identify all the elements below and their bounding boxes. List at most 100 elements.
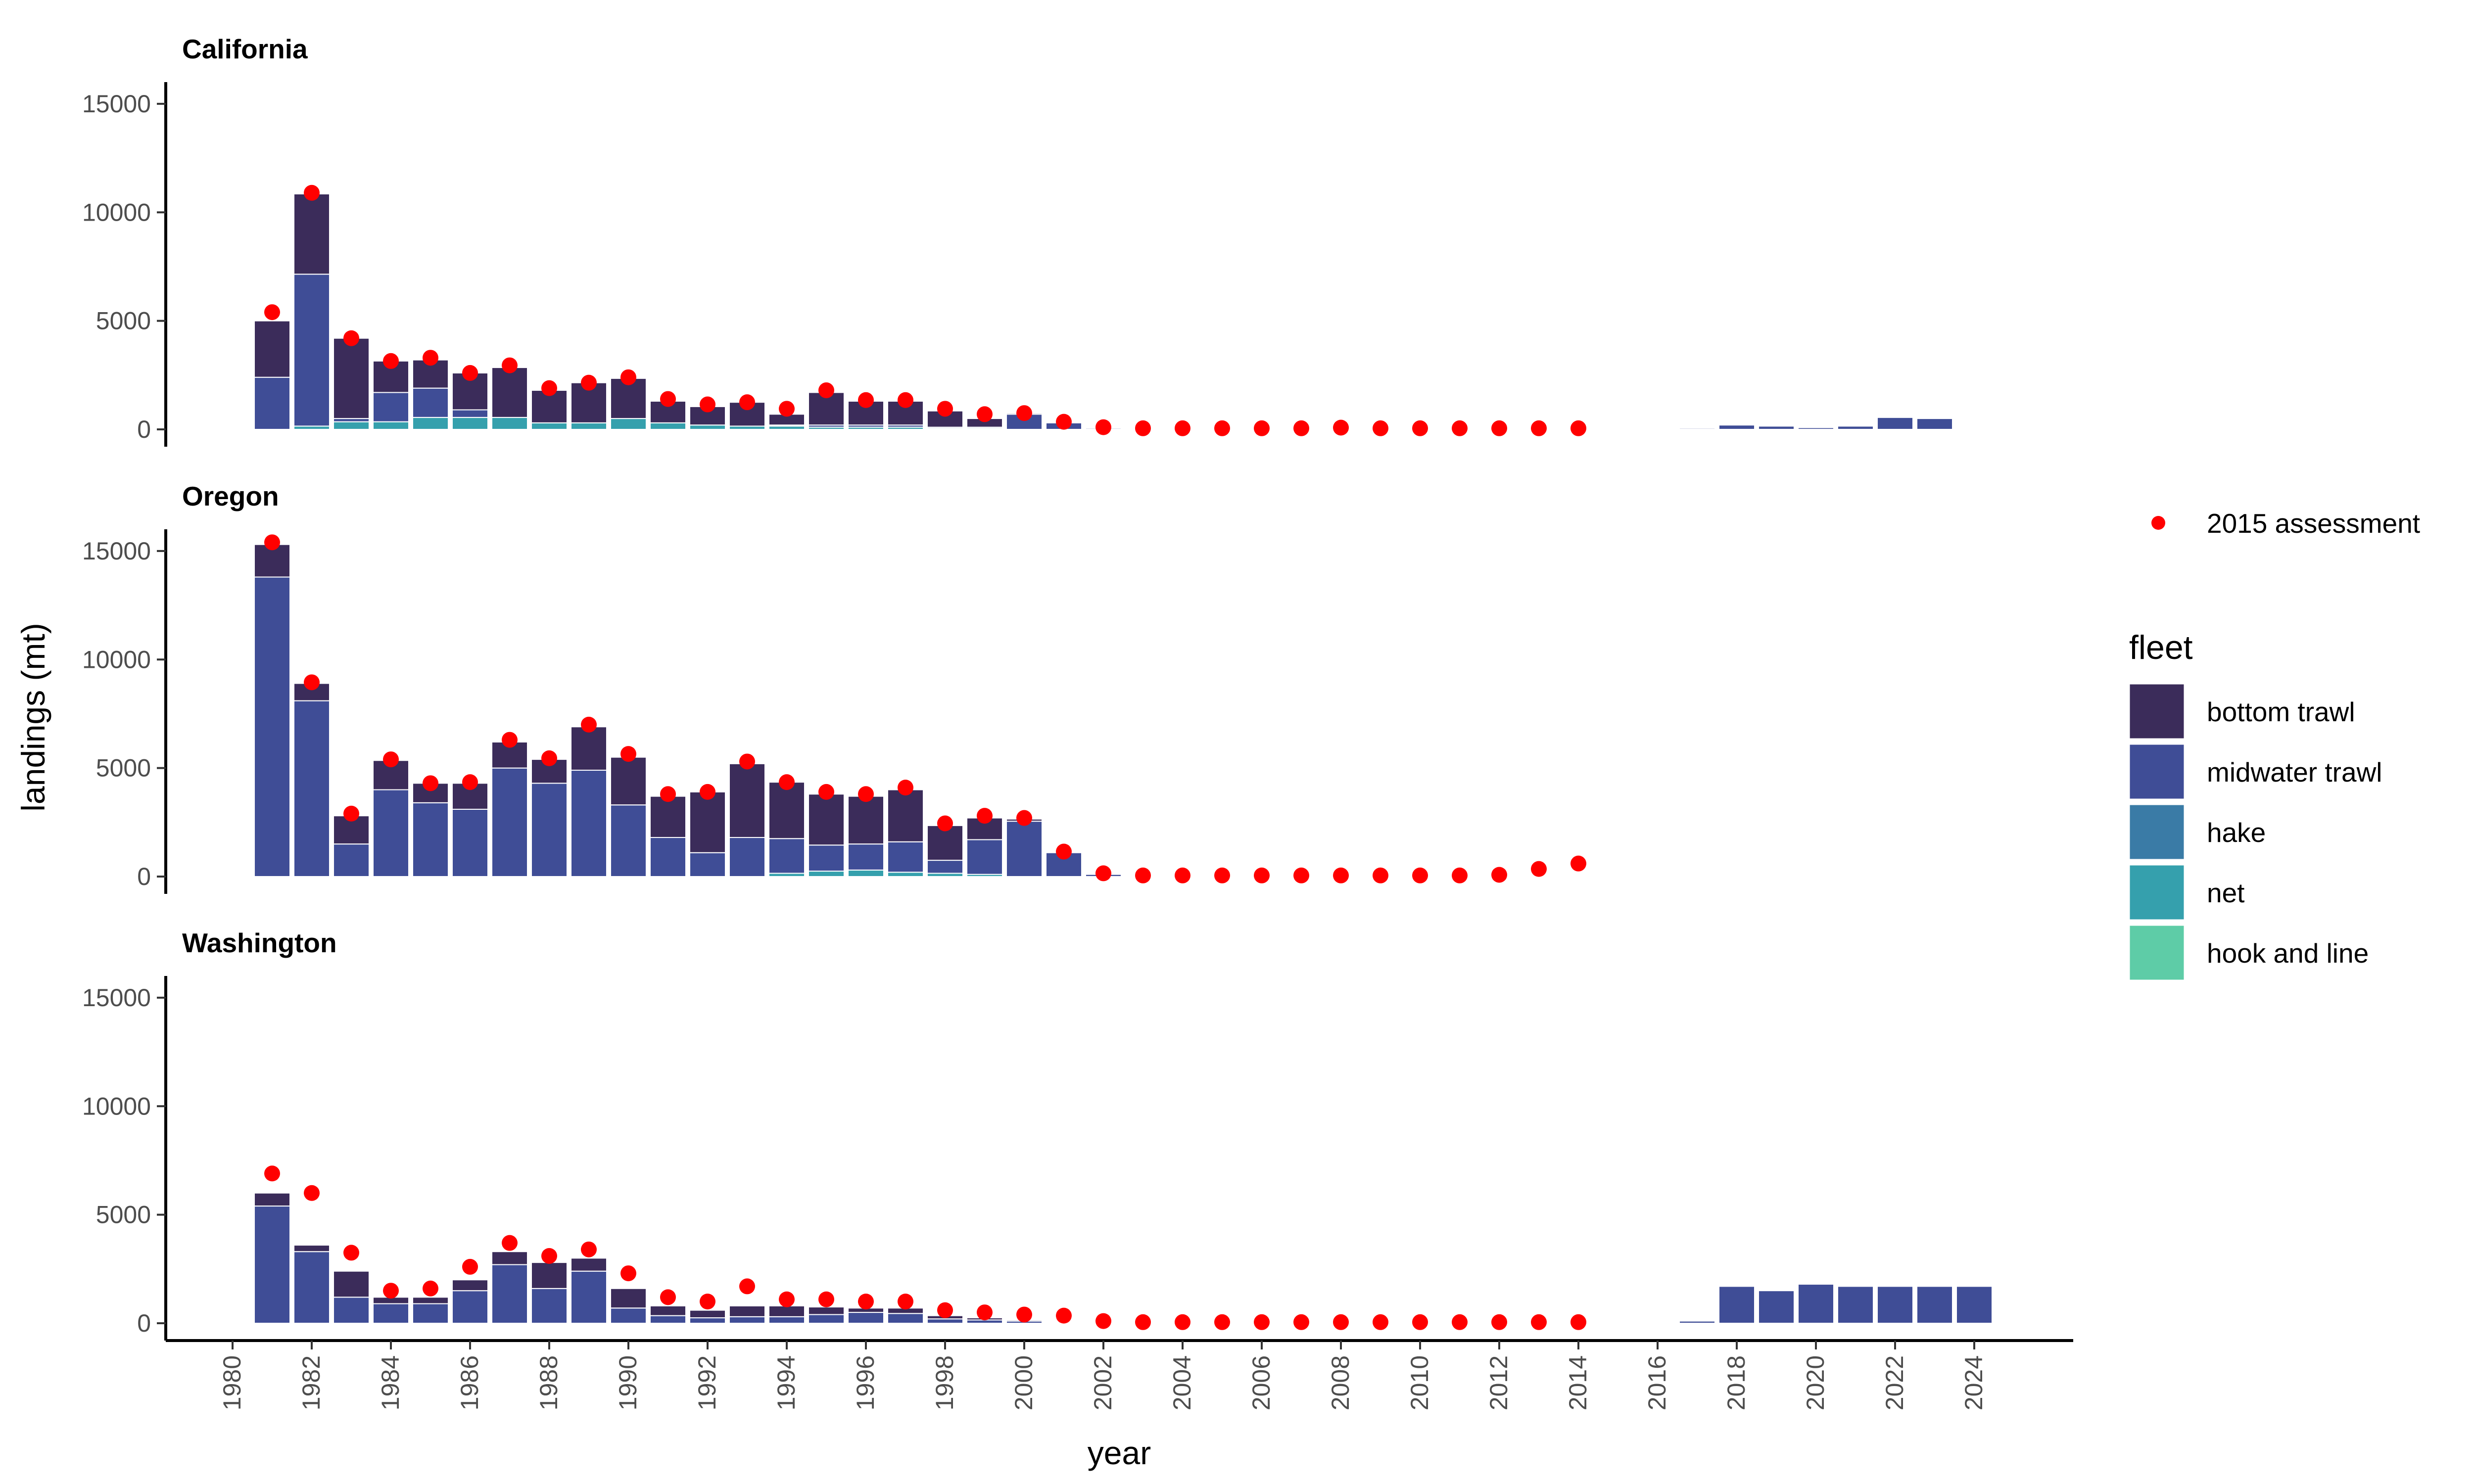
x-tick-label: 2016 [1643,1355,1671,1410]
assessment-point [383,353,399,369]
x-tick-label: 2008 [1327,1355,1354,1410]
bar-net [689,424,726,430]
bar-midwater-trawl [1877,1286,1913,1324]
assessment-point [1373,420,1388,436]
bar-bottom-trawl [254,320,290,378]
bar-midwater-trawl [1679,427,1715,430]
legend-key-hook-and-line [2128,924,2186,981]
x-tick-label: 2004 [1168,1355,1196,1410]
bar-bottom-trawl [491,1251,528,1265]
bar-midwater-trawl [412,802,449,877]
legend-key-bottom-trawl [2128,683,2186,740]
bar-midwater-trawl [373,789,409,877]
panel-california: California 0 5000 10000 15000 [82,34,1993,447]
panel-title: California [182,34,308,64]
x-tick-label: 1986 [456,1355,483,1410]
bar-net [650,422,686,430]
assessment-point [1531,1314,1547,1330]
panel-title: Washington [182,928,337,958]
assessment-point [1095,419,1111,435]
y-tick-label: 5000 [96,754,151,782]
bar-net [491,417,528,430]
legend-label: hake [2207,817,2266,848]
bar-bottom-trawl [848,795,884,845]
bar-midwater-trawl [966,839,1003,875]
assessment-point [1214,867,1230,883]
legend-label: bottom trawl [2207,696,2355,727]
assessment-point [1491,1314,1507,1330]
assessment-point [1175,867,1190,883]
bar-bottom-trawl [610,1288,647,1309]
bar-bottom-trawl [571,726,607,771]
assessment-point [423,775,438,791]
assessment-point [462,365,478,381]
panel-title: Oregon [182,481,279,511]
bar-midwater-trawl [452,409,488,418]
x-axis-title: year [1088,1435,1151,1471]
assessment-point [1056,414,1072,430]
legend-key-net [2128,864,2186,921]
bar-midwater-trawl [373,392,409,422]
bar-midwater-trawl [1916,418,1953,430]
bar-midwater-trawl [491,1264,528,1324]
bar-midwater-trawl [610,1307,647,1324]
bar-bottom-trawl [452,1279,488,1292]
bar-midwater-trawl [571,770,607,877]
bar-net [848,869,884,878]
assessment-point [620,746,636,762]
bar-midwater-trawl [1758,425,1795,430]
y-tick-label: 10000 [82,646,151,673]
assessment-point [1135,867,1151,883]
x-tick-label: 1990 [614,1355,642,1410]
y-tick-label: 10000 [82,1092,151,1120]
x-axis: 1980 1982 1984 1986 1988 1990 1992 1994 1996 1998… [166,1339,2073,1410]
legend-label: midwater trawl [2207,757,2382,788]
assessment-point [383,751,399,768]
bar-midwater-trawl [848,1312,884,1324]
bar-net [610,418,647,430]
bar-midwater-trawl [927,860,963,874]
assessment-point [1016,1306,1032,1323]
bar-midwater-trawl [848,843,884,871]
assessment-point [1175,420,1190,436]
assessment-point [660,1289,676,1305]
assessment-point [937,1302,953,1318]
assessment-point [779,774,795,790]
assessment-point [1056,1307,1072,1324]
bar-net [808,871,845,877]
assessment-point [1570,1314,1586,1330]
x-tick-label: 1998 [931,1355,958,1410]
bar-midwater-trawl [531,783,568,878]
assessment-point [898,392,913,408]
bar-midwater-trawl [1837,425,1874,430]
x-tick-label: 2014 [1564,1355,1592,1410]
bar-net [887,872,924,877]
assessment-point [343,1245,359,1261]
x-tick-label: 1996 [852,1355,879,1410]
legend-keys: bottom trawl midwater trawl hake net hook an… [2128,683,2382,981]
assessment-point [1293,867,1309,883]
bar-midwater-trawl [1916,1286,1953,1324]
assessment-point [462,774,478,790]
bar-bottom-trawl [650,795,686,838]
bar-midwater-trawl [333,1297,370,1324]
bar-midwater-trawl [491,767,528,877]
bar-midwater-trawl [1718,1286,1755,1324]
bar-bottom-trawl [531,390,568,423]
x-tick-label: 2000 [1010,1355,1038,1410]
bar-bottom-trawl [650,1305,686,1316]
assessment-point [818,784,834,800]
assessment-point [1373,867,1388,883]
bar-bottom-trawl [333,1270,370,1298]
bar-midwater-trawl [412,1303,449,1324]
bar-bottom-trawl [333,337,370,419]
y-tick-label: 5000 [96,1201,151,1229]
bar-bottom-trawl [808,1306,845,1315]
bar-midwater-trawl [571,1270,607,1324]
bar-midwater-trawl [1718,424,1755,430]
bar-midwater-trawl [293,1251,330,1324]
panels: California 0 5000 10000 15000 Oregon 0 5000 1000… [82,34,2073,1410]
bar-bottom-trawl [254,1192,290,1207]
assessment-point [1333,867,1349,883]
